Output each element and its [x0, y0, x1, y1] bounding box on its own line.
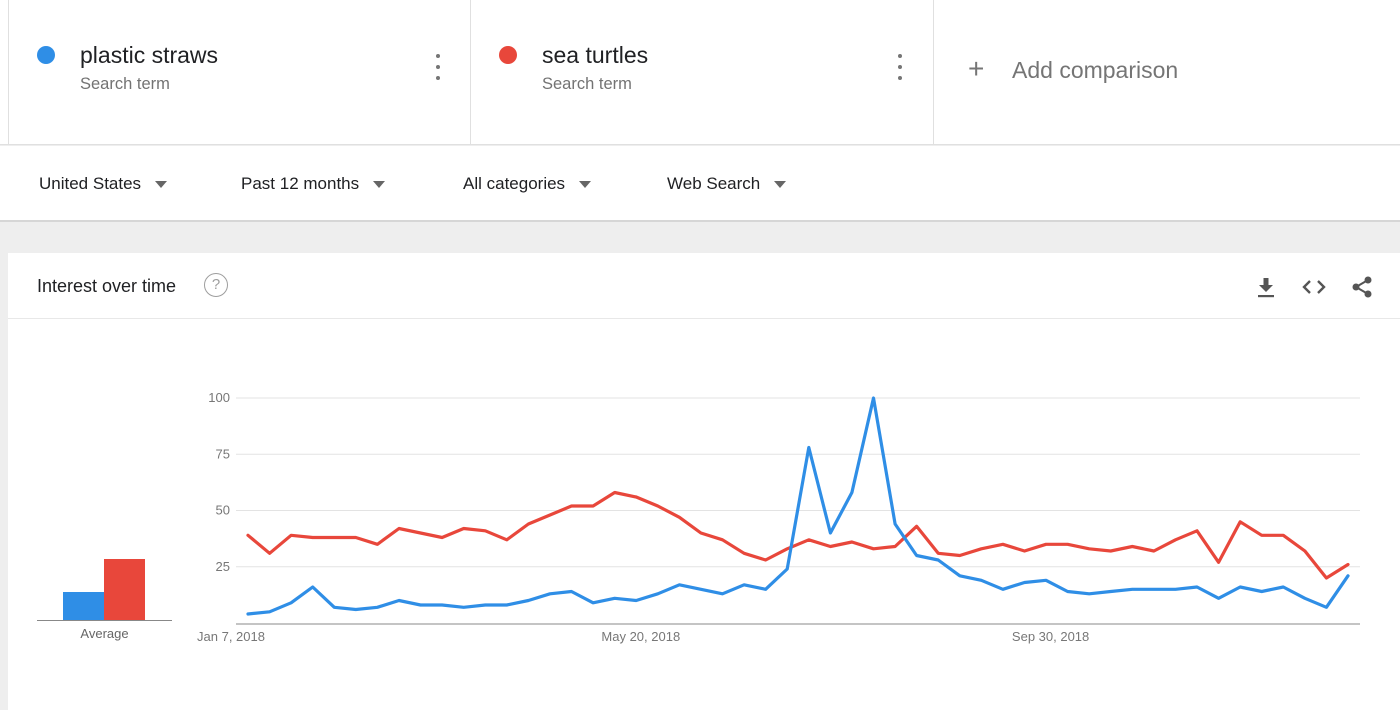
average-label: Average — [80, 626, 129, 641]
y-tick-label-25: 25 — [216, 559, 230, 574]
term-color-dot — [37, 46, 55, 64]
region-dropdown[interactable]: United States — [39, 174, 168, 194]
more-options-icon[interactable] — [431, 54, 445, 80]
category-dropdown[interactable]: All categories — [463, 174, 592, 194]
caret-down-icon — [774, 180, 787, 188]
interest-line-chart[interactable]: 25 50 75 100 Jan 7, 2018 May 20, 2018 Sep 30, … — [8, 253, 1400, 710]
average-bar-sea-turtles[interactable] — [104, 559, 145, 620]
time-range-dropdown[interactable]: Past 12 months — [241, 174, 386, 194]
caret-down-icon — [579, 180, 592, 188]
x-tick-label: Jan 7, 2018 — [197, 629, 265, 644]
average-baseline — [37, 620, 172, 621]
interest-over-time-card: Interest over time ? — [8, 253, 1400, 710]
help-icon[interactable]: ? — [204, 273, 228, 297]
term-card-plastic-straws[interactable]: plastic straws Search term — [8, 0, 470, 145]
category-value: All categories — [463, 174, 566, 193]
series-line-sea-turtles[interactable] — [246, 490, 1350, 580]
download-icon[interactable] — [1252, 273, 1280, 301]
add-comparison-button[interactable]: + Add comparison — [933, 0, 1400, 145]
add-comparison-label: Add comparison — [1012, 57, 1179, 83]
card-title: Interest over time — [37, 276, 177, 296]
embed-code-icon[interactable] — [1300, 273, 1328, 301]
term-name[interactable]: plastic straws — [80, 42, 219, 68]
share-icon[interactable] — [1348, 273, 1376, 301]
more-options-icon[interactable] — [893, 54, 907, 80]
term-type: Search term — [542, 75, 632, 93]
card-header: Interest over time ? — [8, 253, 1400, 319]
caret-down-icon — [155, 180, 168, 188]
terms-bar: plastic straws Search term sea turtles S… — [0, 0, 1400, 145]
term-color-dot — [499, 46, 517, 64]
y-tick-label-50: 50 — [216, 503, 230, 518]
series-line-plastic-straws[interactable] — [246, 396, 1350, 616]
x-tick-label: Sep 30, 2018 — [1012, 629, 1089, 644]
x-tick-label: May 20, 2018 — [601, 629, 680, 644]
y-tick-label-100: 100 — [208, 390, 230, 405]
search-type-value: Web Search — [667, 174, 761, 193]
term-name[interactable]: sea turtles — [542, 42, 649, 68]
term-card-sea-turtles[interactable]: sea turtles Search term — [470, 0, 933, 145]
filter-bar: United States Past 12 months All categor… — [0, 146, 1400, 222]
y-tick-label-75: 75 — [216, 446, 230, 461]
average-bar-plastic-straws[interactable] — [63, 592, 104, 620]
time-range-value: Past 12 months — [241, 174, 360, 193]
caret-down-icon — [373, 180, 386, 188]
average-panel: Average — [8, 319, 208, 710]
term-type: Search term — [80, 75, 170, 93]
region-value: United States — [39, 174, 142, 193]
search-type-dropdown[interactable]: Web Search — [667, 174, 787, 194]
plus-icon: + — [968, 53, 985, 84]
